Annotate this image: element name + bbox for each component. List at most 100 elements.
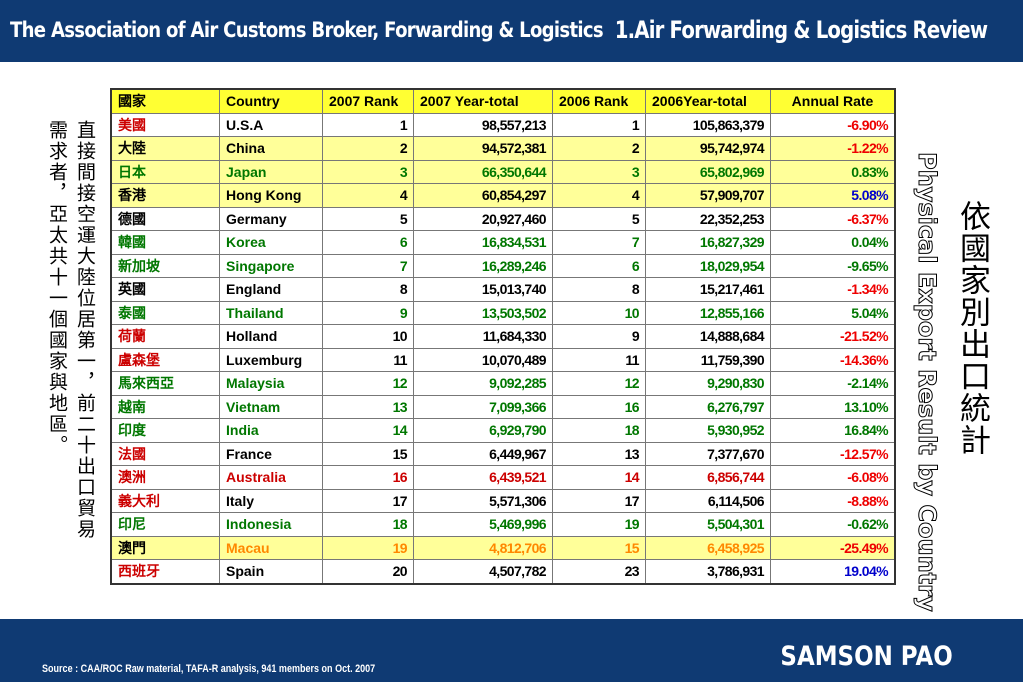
cell-rank-2006: 3 bbox=[552, 159, 646, 184]
cell-rank-2007: 3 bbox=[322, 159, 414, 184]
cell-country-cn: 法國 bbox=[110, 441, 220, 466]
cell-country-cn: 英國 bbox=[110, 277, 220, 302]
cell-rank-2007: 1 bbox=[322, 112, 414, 137]
cell-annual-rate: 16.84% bbox=[770, 418, 896, 443]
header-country: Country bbox=[219, 88, 323, 114]
cell-annual-rate: -2.14% bbox=[770, 371, 896, 396]
table-row: 越南 Vietnam 13 7,099,366 16 6,276,797 13.10% bbox=[110, 394, 896, 419]
cell-rank-2007: 19 bbox=[322, 535, 414, 560]
cell-rank-2007: 16 bbox=[322, 465, 414, 490]
cell-rank-2007: 8 bbox=[322, 277, 414, 302]
cell-country: Holland bbox=[219, 324, 323, 349]
table-row: 荷蘭 Holland 10 11,684,330 9 14,888,684 -21.52% bbox=[110, 324, 896, 349]
cell-total-2007: 9,092,285 bbox=[413, 371, 553, 396]
cell-rank-2006: 23 bbox=[552, 559, 646, 584]
cell-country-cn: 大陸 bbox=[110, 136, 220, 161]
table-row: 印度 India 14 6,929,790 18 5,930,952 16.84% bbox=[110, 418, 896, 443]
cell-country-cn: 荷蘭 bbox=[110, 324, 220, 349]
table-body: 美國 U.S.A 1 98,557,213 1 105,863,379 -6.90% 大陸 Ch… bbox=[110, 112, 896, 584]
cell-total-2006: 5,930,952 bbox=[645, 418, 771, 443]
cell-country-cn: 盧森堡 bbox=[110, 347, 220, 372]
table-row: 新加坡 Singapore 7 16,289,246 6 18,029,954 -9.65% bbox=[110, 253, 896, 278]
cell-rank-2006: 2 bbox=[552, 136, 646, 161]
cell-total-2006: 15,217,461 bbox=[645, 277, 771, 302]
cell-country: India bbox=[219, 418, 323, 443]
cell-rank-2006: 9 bbox=[552, 324, 646, 349]
cell-rank-2007: 20 bbox=[322, 559, 414, 584]
cell-rank-2006: 14 bbox=[552, 465, 646, 490]
cell-country: Japan bbox=[219, 159, 323, 184]
cell-country: Macau bbox=[219, 535, 323, 560]
header-rank-2006: 2006 Rank bbox=[552, 88, 646, 114]
cell-country: Australia bbox=[219, 465, 323, 490]
cell-total-2007: 16,289,246 bbox=[413, 253, 553, 278]
cell-annual-rate: 13.10% bbox=[770, 394, 896, 419]
cell-total-2006: 3,786,931 bbox=[645, 559, 771, 584]
header-total-2007: 2007 Year-total bbox=[413, 88, 553, 114]
cell-total-2007: 60,854,297 bbox=[413, 183, 553, 208]
cell-annual-rate: -6.37% bbox=[770, 206, 896, 231]
cell-total-2006: 57,909,707 bbox=[645, 183, 771, 208]
cell-annual-rate: -1.34% bbox=[770, 277, 896, 302]
cell-total-2007: 6,449,967 bbox=[413, 441, 553, 466]
cell-country-cn: 泰國 bbox=[110, 300, 220, 325]
table-row: 澳洲 Australia 16 6,439,521 14 6,856,744 -6.08% bbox=[110, 465, 896, 490]
cell-country: Indonesia bbox=[219, 512, 323, 537]
cell-rank-2007: 7 bbox=[322, 253, 414, 278]
cell-rank-2006: 19 bbox=[552, 512, 646, 537]
cell-total-2006: 65,802,969 bbox=[645, 159, 771, 184]
cell-country-cn: 印尼 bbox=[110, 512, 220, 537]
header-rank-2007: 2007 Rank bbox=[322, 88, 414, 114]
cell-country-cn: 馬來西亞 bbox=[110, 371, 220, 396]
cell-total-2006: 105,863,379 bbox=[645, 112, 771, 137]
cell-total-2007: 98,557,213 bbox=[413, 112, 553, 137]
cell-country: China bbox=[219, 136, 323, 161]
table-header-row: 國家 Country 2007 Rank 2007 Year-total 200… bbox=[110, 88, 896, 114]
header-annual-rate: Annual Rate bbox=[770, 88, 896, 114]
vertical-english-title: Physical Export Result by Country bbox=[913, 152, 942, 613]
cell-annual-rate: -8.88% bbox=[770, 488, 896, 513]
cell-total-2007: 16,834,531 bbox=[413, 230, 553, 255]
cell-annual-rate: 5.04% bbox=[770, 300, 896, 325]
cell-country: Italy bbox=[219, 488, 323, 513]
cell-rank-2006: 8 bbox=[552, 277, 646, 302]
cell-country-cn: 義大利 bbox=[110, 488, 220, 513]
footer-bar: Source : CAA/ROC Raw material, TAFA-R an… bbox=[0, 619, 1023, 682]
cell-total-2006: 16,827,329 bbox=[645, 230, 771, 255]
cell-total-2006: 95,742,974 bbox=[645, 136, 771, 161]
association-title: The Association of Air Customs Broker, F… bbox=[10, 18, 604, 42]
slide-title: 1.Air Forwarding & Logistics Review bbox=[614, 16, 988, 44]
cell-annual-rate: -0.62% bbox=[770, 512, 896, 537]
cell-country-cn: 德國 bbox=[110, 206, 220, 231]
cell-rank-2007: 9 bbox=[322, 300, 414, 325]
cell-rank-2006: 15 bbox=[552, 535, 646, 560]
cell-total-2006: 22,352,253 bbox=[645, 206, 771, 231]
cell-country-cn: 新加坡 bbox=[110, 253, 220, 278]
table-row: 盧森堡 Luxemburg 11 10,070,489 11 11,759,390 -14.… bbox=[110, 347, 896, 372]
table-row: 美國 U.S.A 1 98,557,213 1 105,863,379 -6.90% bbox=[110, 112, 896, 137]
cell-rank-2007: 10 bbox=[322, 324, 414, 349]
cell-country-cn: 香港 bbox=[110, 183, 220, 208]
cell-annual-rate: -21.52% bbox=[770, 324, 896, 349]
cell-total-2007: 94,572,381 bbox=[413, 136, 553, 161]
cell-rank-2007: 14 bbox=[322, 418, 414, 443]
cell-country-cn: 澳洲 bbox=[110, 465, 220, 490]
cell-total-2007: 4,812,706 bbox=[413, 535, 553, 560]
cell-total-2006: 12,855,166 bbox=[645, 300, 771, 325]
cell-rank-2007: 13 bbox=[322, 394, 414, 419]
cell-rank-2006: 11 bbox=[552, 347, 646, 372]
cell-annual-rate: -9.65% bbox=[770, 253, 896, 278]
cell-rank-2006: 16 bbox=[552, 394, 646, 419]
cell-annual-rate: -6.08% bbox=[770, 465, 896, 490]
cell-rank-2007: 4 bbox=[322, 183, 414, 208]
cell-total-2007: 13,503,502 bbox=[413, 300, 553, 325]
cell-annual-rate: 19.04% bbox=[770, 559, 896, 584]
table-row: 日本 Japan 3 66,350,644 3 65,802,969 0.83% bbox=[110, 159, 896, 184]
cell-rank-2006: 17 bbox=[552, 488, 646, 513]
table-row: 韓國 Korea 6 16,834,531 7 16,827,329 0.04% bbox=[110, 230, 896, 255]
cell-total-2006: 6,856,744 bbox=[645, 465, 771, 490]
cell-total-2007: 5,469,996 bbox=[413, 512, 553, 537]
cell-annual-rate: -12.57% bbox=[770, 441, 896, 466]
cell-rank-2006: 10 bbox=[552, 300, 646, 325]
cell-total-2007: 10,070,489 bbox=[413, 347, 553, 372]
